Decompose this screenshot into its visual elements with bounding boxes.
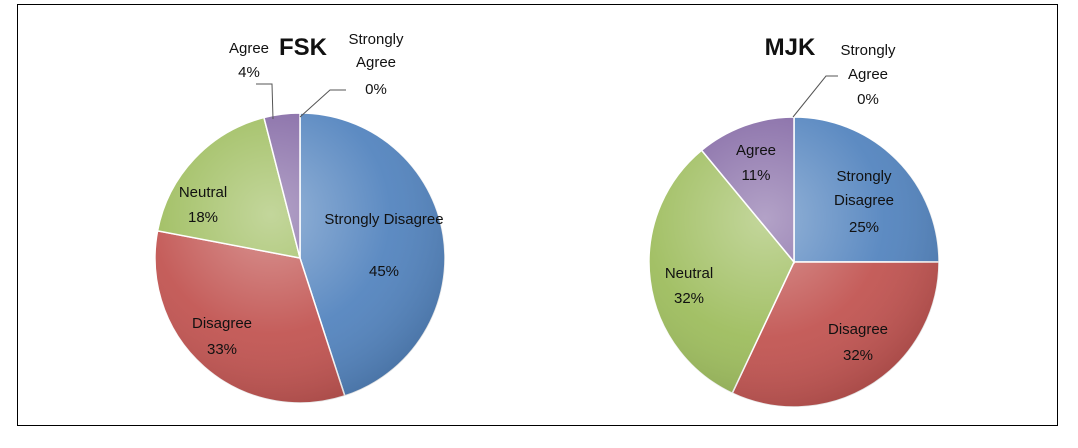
slice-label: Agree (736, 142, 776, 159)
slice-label: Neutral (665, 265, 713, 282)
slice-label: Neutral (179, 184, 227, 201)
slice-label: Strongly Disagree (324, 211, 443, 228)
slice-pct: 0% (857, 91, 879, 108)
slice-pct: 0% (365, 81, 387, 98)
slice-label: Disagree (192, 315, 252, 332)
data-label-neutral: Neutral 18% (179, 184, 227, 226)
slice-label: Agree (356, 54, 396, 71)
pie-slices (648, 116, 940, 408)
slice-label: Agree (848, 66, 888, 83)
slice-label: Agree (229, 40, 269, 57)
slice-label: Strongly (840, 42, 896, 59)
data-label-disagree: Disagree 32% (828, 321, 888, 364)
leader-line (792, 75, 838, 118)
slice-pct: 25% (849, 219, 879, 236)
slice-pct: 4% (238, 64, 260, 81)
slice-label: Disagree (834, 192, 894, 209)
slice-label: Disagree (828, 321, 888, 338)
pie-chart-mjk: MJK Strongly Disagree 25% Disagree 32% N… (648, 34, 940, 408)
pie-slice-strongly-disagree (793, 116, 940, 263)
data-label-disagree: Disagree 33% (192, 315, 252, 358)
slice-label: Strongly (348, 31, 404, 48)
leader-line (256, 83, 274, 120)
slice-pct: 32% (843, 347, 873, 364)
pie-chart-fsk: FSK Strongly Disagree 45% Disagree 33% N… (154, 31, 446, 404)
data-label-strongly-agree: Strongly Agree 0% (840, 42, 896, 108)
chart-title: MJK (765, 34, 816, 61)
data-label-agree: Agree 11% (736, 142, 776, 184)
data-label-strongly-agree: Strongly Agree 0% (348, 31, 404, 98)
data-label-agree: Agree 4% (229, 40, 269, 81)
pie-slices (154, 112, 446, 404)
slice-pct: 32% (674, 290, 704, 307)
data-label-strongly-disagree: Strongly Disagree 45% (324, 211, 443, 280)
slice-label: Strongly (836, 168, 892, 185)
data-label-strongly-disagree: Strongly Disagree 25% (834, 168, 894, 236)
leader-line (299, 89, 346, 118)
data-label-neutral: Neutral 32% (665, 265, 713, 307)
slice-pct: 33% (207, 341, 237, 358)
slice-pct: 18% (188, 209, 218, 226)
chart-title: FSK (279, 34, 328, 61)
slice-pct: 45% (369, 263, 399, 280)
slice-pct: 11% (742, 167, 771, 184)
